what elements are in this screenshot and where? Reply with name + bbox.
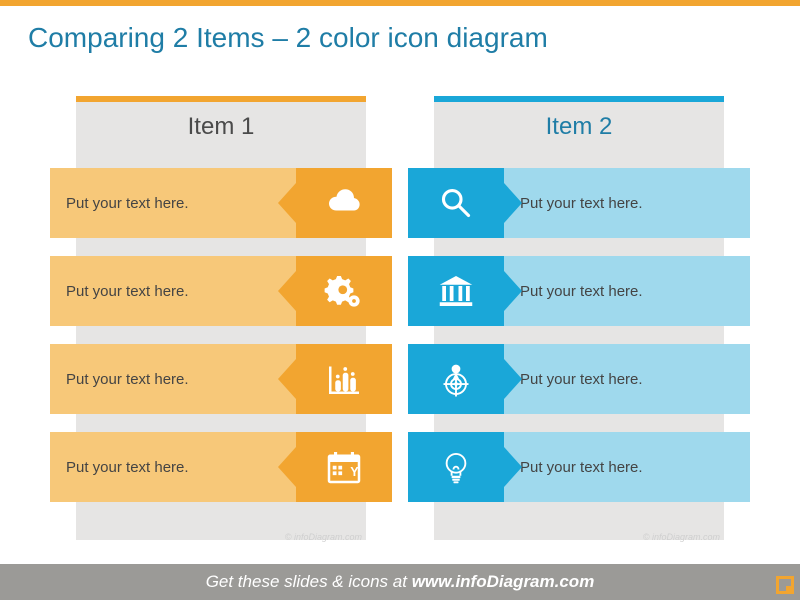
arrow-icon [504, 271, 522, 311]
column-item-1: Item 1 Put your text here.Put your text … [50, 96, 392, 540]
comparison-row: Put your text here. [408, 168, 750, 238]
footer-link: www.infoDiagram.com [412, 572, 595, 591]
comparison-row: Put your text here. [50, 168, 392, 238]
row-text: Put your text here. [50, 432, 296, 502]
column-header: Item 2 [434, 102, 724, 152]
row-text: Put your text here. [504, 344, 750, 414]
column-item-2: Item 2 Put your text here.Put your text … [408, 96, 750, 540]
magnifier-icon [408, 168, 504, 238]
row-text: Put your text here. [504, 256, 750, 326]
arrow-icon [504, 183, 522, 223]
top-accent-bar [0, 0, 800, 6]
row-text: Put your text here. [504, 432, 750, 502]
footer-logo-icon [776, 576, 794, 594]
svg-text:Y: Y [350, 465, 359, 479]
arrow-icon [504, 359, 522, 399]
bank-icon [408, 256, 504, 326]
comparison-row: Put your text here. [408, 432, 750, 502]
comparison-row: Put your text here. Y [50, 432, 392, 502]
arrow-icon [278, 271, 296, 311]
cloud-icon [296, 168, 392, 238]
footer-text: Get these slides & icons at www.infoDiag… [206, 572, 595, 592]
row-text: Put your text here. [50, 168, 296, 238]
bulb-icon [408, 432, 504, 502]
calendar-icon: Y [296, 432, 392, 502]
watermark: © infoDiagram.com [285, 532, 362, 542]
slide-title: Comparing 2 Items – 2 color icon diagram [28, 22, 548, 54]
footer-bar: Get these slides & icons at www.infoDiag… [0, 564, 800, 600]
row-text: Put your text here. [504, 168, 750, 238]
comparison-row: Put your text here. [408, 344, 750, 414]
rows-container: Put your text here. Put your text here. Pu… [408, 168, 750, 540]
arrow-icon [278, 447, 296, 487]
column-header: Item 1 [76, 102, 366, 152]
slide-frame: Comparing 2 Items – 2 color icon diagram… [0, 0, 800, 600]
arrow-icon [278, 183, 296, 223]
row-text: Put your text here. [50, 256, 296, 326]
gears-icon [296, 256, 392, 326]
bar-chart-icon [296, 344, 392, 414]
comparison-row: Put your text here. [408, 256, 750, 326]
arrow-icon [504, 447, 522, 487]
row-text: Put your text here. [50, 344, 296, 414]
arrow-icon [278, 359, 296, 399]
target-pin-icon [408, 344, 504, 414]
comparison-row: Put your text here. [50, 256, 392, 326]
comparison-columns: Item 1 Put your text here.Put your text … [50, 96, 750, 540]
comparison-row: Put your text here. [50, 344, 392, 414]
footer-prefix: Get these slides & icons at [206, 572, 412, 591]
rows-container: Put your text here.Put your text here.Pu… [50, 168, 392, 540]
watermark: © infoDiagram.com [643, 532, 720, 542]
